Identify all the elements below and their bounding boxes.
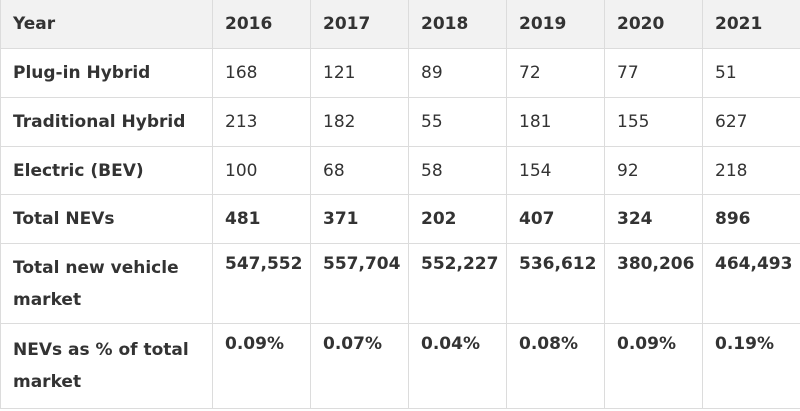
table-cell: 547,552 [212,243,311,324]
table-row-total-nevs: Total NEVs 481 371 202 407 324 896 [0,194,800,244]
table-cell: 552,227 [408,243,507,324]
table-cell: 0.19% [702,323,800,409]
table-cell: 154 [506,146,605,195]
row-label: Plug-in Hybrid [0,48,213,98]
table-cell: 557,704 [310,243,409,324]
table-cell: 481 [212,194,311,244]
table-cell: 213 [212,97,311,147]
table-cell: 218 [702,146,800,195]
table-cell: 464,493 [702,243,800,324]
table-cell: 380,206 [604,243,703,324]
table-row-total-market: Total new vehicle market 547,552 557,704… [0,243,800,324]
header-cell-2017: 2017 [310,0,409,49]
table-cell: 0.07% [310,323,409,409]
table-cell: 0.09% [604,323,703,409]
table-cell: 55 [408,97,507,147]
table-cell: 68 [310,146,409,195]
header-cell-2020: 2020 [604,0,703,49]
table-cell: 89 [408,48,507,98]
table-header-row: Year 2016 2017 2018 2019 2020 2021 [0,0,800,49]
table-cell: 896 [702,194,800,244]
table-row: Traditional Hybrid 213 182 55 181 155 62… [0,97,800,147]
header-cell-year: Year [0,0,213,49]
table-cell: 72 [506,48,605,98]
table-row-nev-share: NEVs as % of total market 0.09% 0.07% 0.… [0,323,800,409]
table-cell: 121 [310,48,409,98]
table-cell: 182 [310,97,409,147]
header-cell-2021: 2021 [702,0,800,49]
table-cell: 324 [604,194,703,244]
row-label: Traditional Hybrid [0,97,213,147]
row-label: NEVs as % of total market [0,323,213,409]
table-cell: 58 [408,146,507,195]
table-row: Electric (BEV) 100 68 58 154 92 218 [0,146,800,195]
table-cell: 536,612 [506,243,605,324]
row-label: Total NEVs [0,194,213,244]
row-label: Electric (BEV) [0,146,213,195]
table-cell: 407 [506,194,605,244]
header-cell-2016: 2016 [212,0,311,49]
table-row: Plug-in Hybrid 168 121 89 72 77 51 [0,48,800,98]
table-cell: 155 [604,97,703,147]
header-cell-2019: 2019 [506,0,605,49]
table-cell: 92 [604,146,703,195]
table-cell: 181 [506,97,605,147]
table-cell: 100 [212,146,311,195]
table-cell: 51 [702,48,800,98]
table-cell: 0.04% [408,323,507,409]
table-cell: 77 [604,48,703,98]
table-cell: 0.08% [506,323,605,409]
table-cell: 202 [408,194,507,244]
table-cell: 0.09% [212,323,311,409]
table-cell: 627 [702,97,800,147]
header-cell-2018: 2018 [408,0,507,49]
table-cell: 168 [212,48,311,98]
row-label: Total new vehicle market [0,243,213,324]
table-cell: 371 [310,194,409,244]
